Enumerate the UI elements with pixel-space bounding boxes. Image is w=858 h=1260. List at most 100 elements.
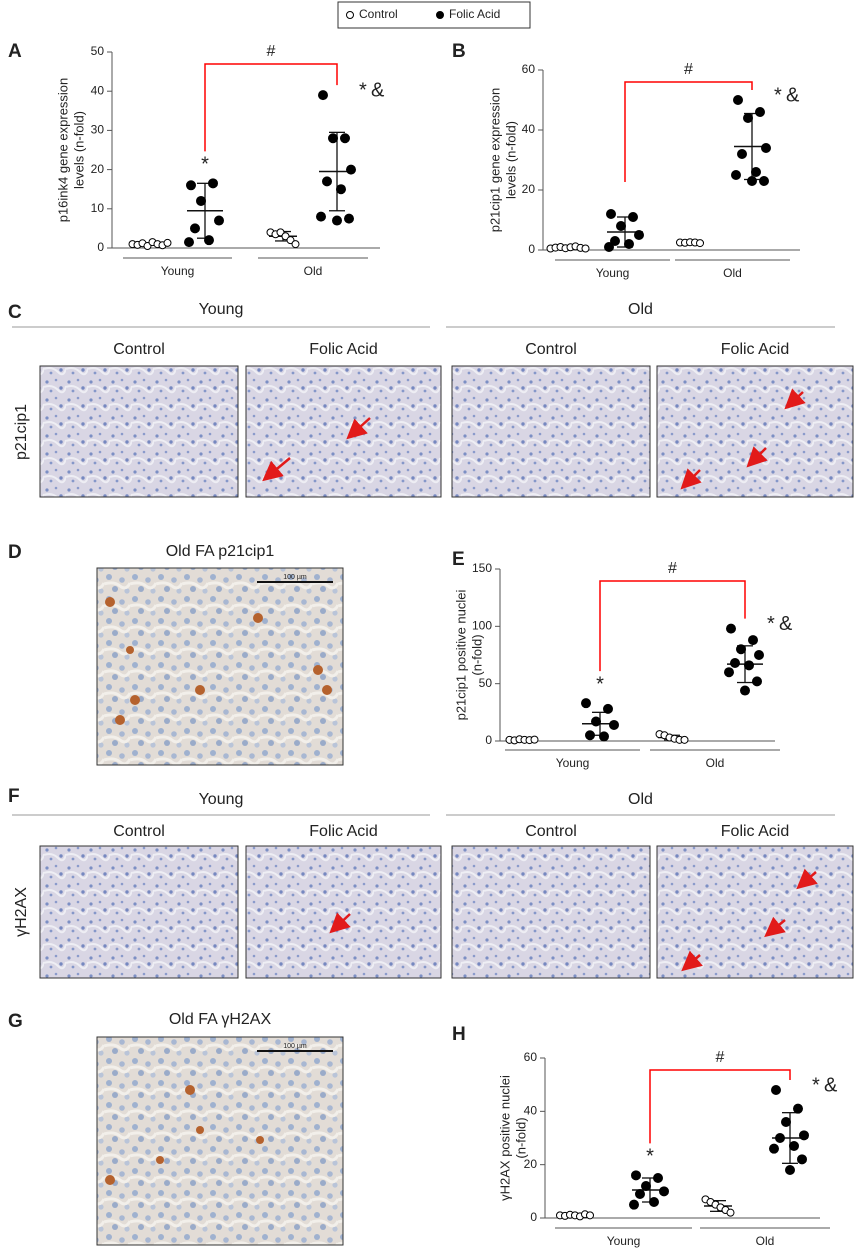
data-point [204,235,214,246]
data-point [344,213,354,224]
data-point [316,211,326,222]
image-title: Old FA γH2AX [169,1011,272,1028]
data-point [599,731,609,742]
data-point [332,215,342,226]
y-tick-label: 0 [485,733,492,747]
data-point [196,195,206,206]
column-header: Folic Acid [721,823,789,840]
column-header: Control [525,823,577,840]
data-point [793,1103,803,1114]
data-point [624,239,634,249]
data-point [208,178,218,189]
micrograph [39,365,239,498]
data-point [761,143,771,153]
red-arrows [262,388,818,972]
group-label: Old [706,756,725,770]
data-point [736,644,746,655]
data-point [781,1117,791,1127]
data-point [581,244,590,253]
data-point [751,167,761,177]
data-point [731,170,741,180]
bracket [204,63,338,152]
scale-label: 100 µm [283,1043,307,1050]
y-axis-label: p21cip1 positive nuclei [453,589,468,720]
data-point [190,223,200,234]
bracket [599,580,746,672]
bracket-label: # [668,560,677,577]
data-point [603,703,613,714]
data-point [789,1141,799,1151]
data-point [747,176,757,186]
data-point [726,1208,735,1217]
column-header: Control [113,823,165,840]
y-tick-label: 0 [528,242,535,256]
data-point [609,719,619,730]
significance-mark: * [767,613,775,635]
data-point [754,650,764,660]
group-label: Young [556,756,590,770]
data-point [680,735,689,744]
data-point [769,1143,779,1154]
group-label: Old [723,266,742,280]
image-title: Old FA p21cip1 [166,543,275,560]
y-axis-label: (n-fold) [469,634,484,675]
micrograph [451,845,651,979]
significance-mark: * [646,1146,654,1168]
panel-letter: C [8,302,22,323]
data-point [775,1133,785,1143]
group-label: Old [756,1234,775,1248]
micrograph [451,365,651,498]
data-point [214,215,224,226]
y-tick-label: 150 [472,561,492,575]
data-point [340,133,350,144]
row-label: γH2AX [13,887,30,937]
y-tick-label: 10 [91,201,105,215]
y-tick-label: 30 [91,123,105,137]
data-point [724,667,734,678]
data-point [628,212,638,222]
micrograph [656,365,854,498]
significance-mark: & [786,84,800,106]
legend-marker [346,11,354,19]
column-header: Folic Acid [309,823,377,840]
group-label: Old [304,264,323,278]
data-point [586,1211,594,1220]
y-tick-label: 0 [97,240,104,254]
bracket-label: # [684,61,693,78]
data-point [759,176,769,186]
column-header: Control [113,341,165,358]
panel-letter: F [8,786,20,807]
data-point [740,685,750,696]
group-label: Young [607,1234,641,1248]
data-point [748,635,758,646]
data-point [653,1173,663,1183]
significance-mark: * [812,1074,820,1096]
legend-marker [436,11,444,19]
panel-letter: H [452,1024,466,1045]
data-point [634,230,644,240]
micrograph [656,845,854,979]
y-axis-label: levels (n-fold) [503,121,518,199]
y-axis-label: p16ink4 gene expression [55,78,70,223]
group-header: Young [199,791,244,808]
data-point [785,1165,795,1175]
y-tick-label: 50 [479,676,493,690]
bracket-label: # [267,43,276,60]
data-point [631,1170,641,1181]
data-point [291,240,300,249]
micrograph [245,845,442,979]
data-point [581,698,591,709]
y-tick-label: 40 [91,83,105,97]
group-label: Young [596,266,630,280]
data-point [726,623,736,634]
significance-mark: * [359,79,367,101]
data-point [737,149,747,159]
data-point [743,113,753,123]
micrograph [245,365,442,498]
micrograph [39,845,239,979]
y-tick-label: 60 [524,1050,538,1064]
legend-box [337,1,531,29]
data-point [797,1154,807,1165]
